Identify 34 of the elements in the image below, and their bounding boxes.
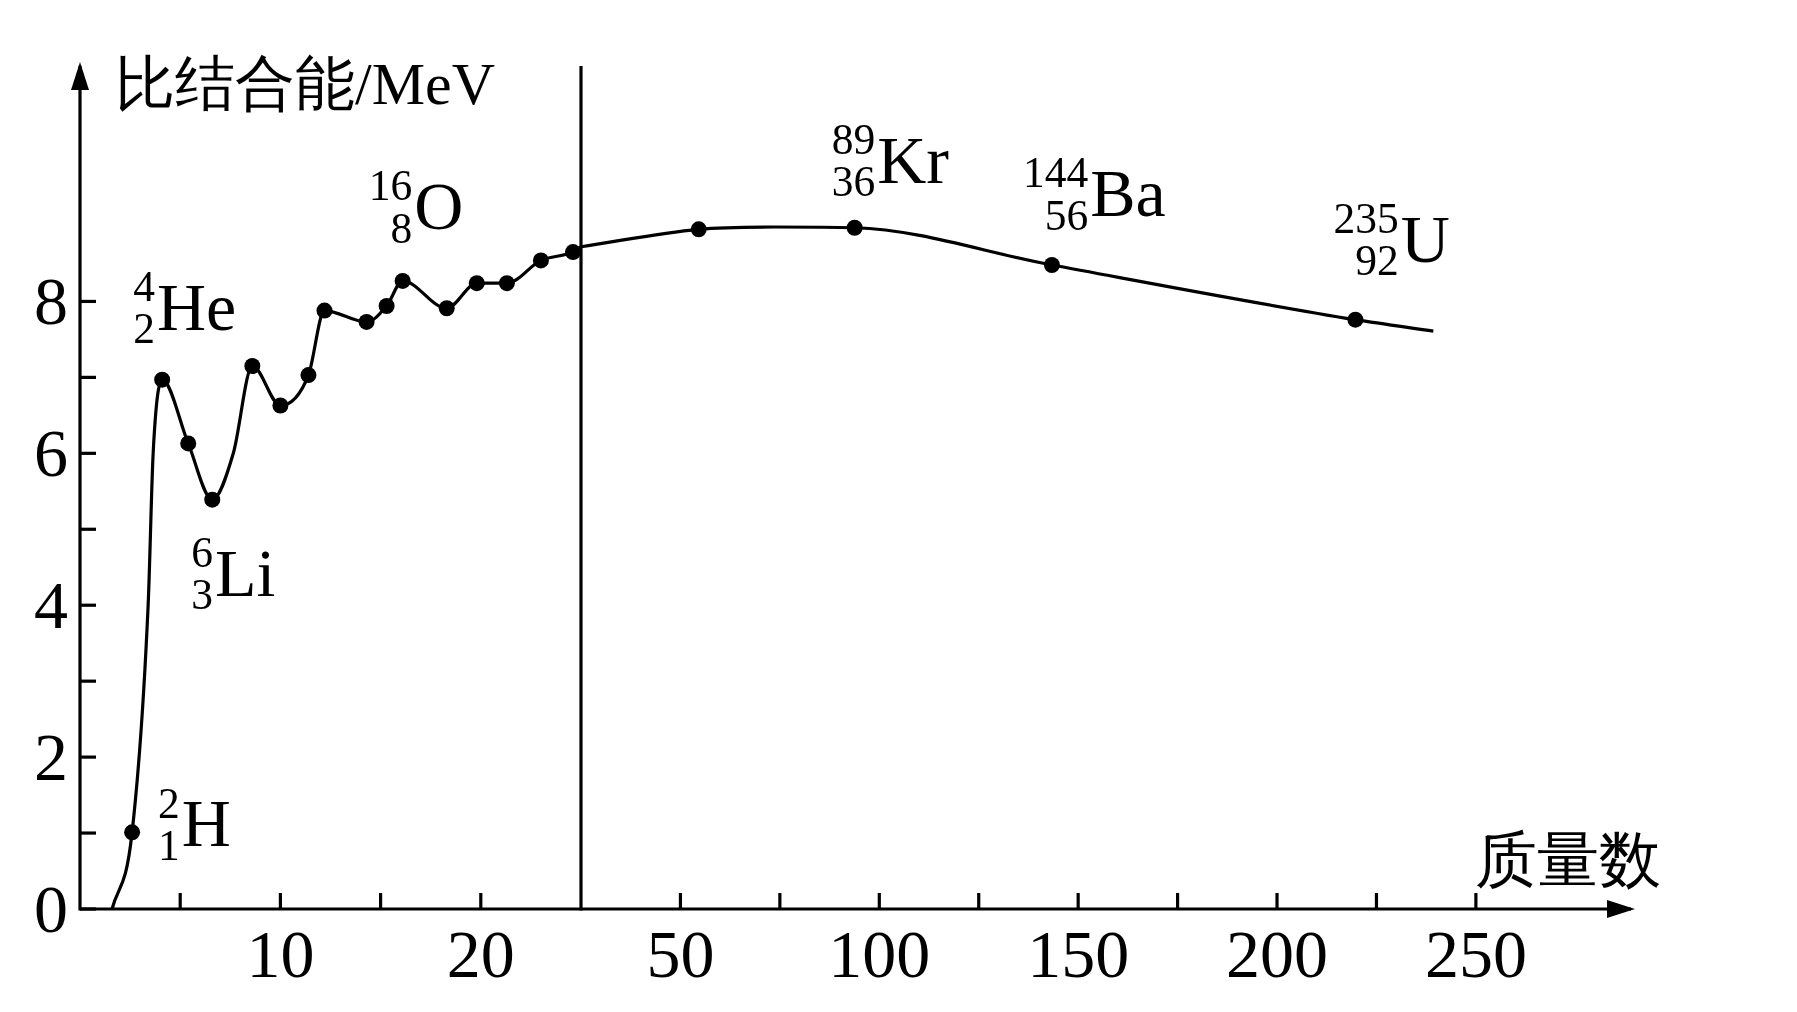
y-tick-label: 4 bbox=[34, 567, 68, 644]
point bbox=[532, 252, 549, 269]
point bbox=[1347, 311, 1364, 328]
point bbox=[204, 491, 221, 508]
point bbox=[300, 367, 317, 384]
y-tick-label: 2 bbox=[34, 719, 68, 796]
x-tick-label: 50 bbox=[646, 916, 715, 992]
point bbox=[154, 371, 171, 388]
point bbox=[124, 824, 141, 841]
x-tick-label: 10 bbox=[246, 916, 315, 992]
point bbox=[394, 272, 411, 289]
x-tick-label: 20 bbox=[446, 916, 515, 992]
point bbox=[438, 300, 455, 317]
point bbox=[468, 275, 485, 292]
point bbox=[316, 302, 333, 319]
y-tick-label: 6 bbox=[34, 415, 68, 492]
y-tick-label: 0 bbox=[34, 871, 68, 947]
point bbox=[564, 244, 581, 261]
x-axis-title: 质量数 bbox=[1475, 826, 1661, 894]
point bbox=[180, 435, 197, 452]
point bbox=[378, 297, 395, 314]
point bbox=[358, 313, 375, 330]
point bbox=[690, 221, 707, 238]
point bbox=[498, 275, 515, 292]
point bbox=[244, 357, 261, 374]
y-axis-title: 比结合能/MeV bbox=[115, 51, 495, 117]
y-tick-label: 8 bbox=[34, 263, 68, 340]
x-tick-label: 250 bbox=[1424, 916, 1527, 992]
point bbox=[1043, 256, 1060, 273]
point bbox=[272, 397, 289, 414]
x-tick-label: 100 bbox=[828, 916, 931, 992]
x-tick-label: 150 bbox=[1027, 916, 1130, 992]
x-tick-label: 200 bbox=[1226, 916, 1329, 992]
point bbox=[846, 219, 863, 236]
